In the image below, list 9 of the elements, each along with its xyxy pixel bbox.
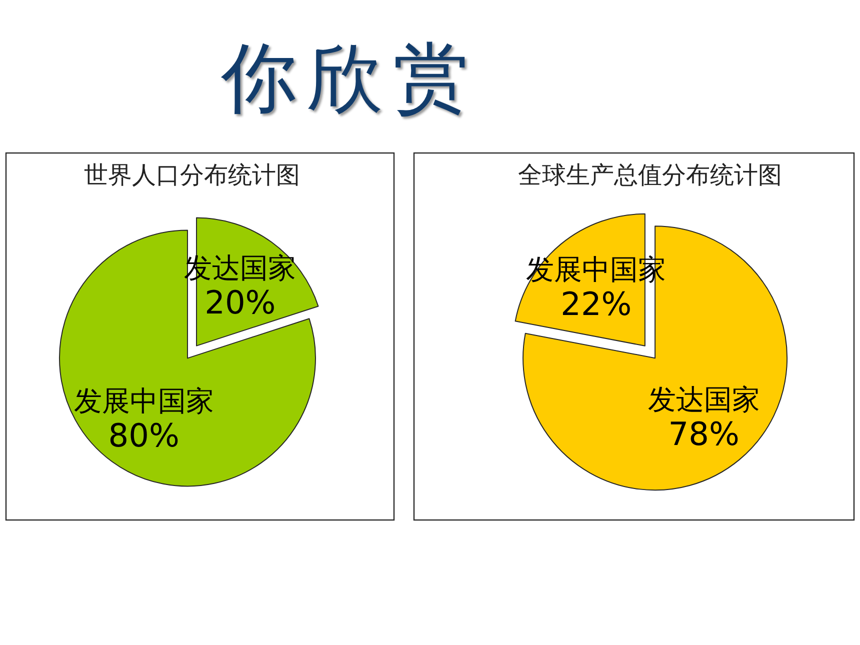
chart-title: 全球生产总值分布统计图 — [518, 161, 782, 189]
data-label: 22% — [560, 284, 632, 323]
text: 你欣赏 — [220, 33, 479, 122]
slice-label: 发展中国家 — [74, 384, 214, 418]
data-label: 20% — [204, 284, 276, 322]
data-label: 80% — [108, 416, 180, 454]
data-label: 78% — [668, 415, 740, 454]
slice-label: 发达国家 — [648, 383, 760, 416]
chart-title: 世界人口分布统计图 — [84, 161, 300, 189]
